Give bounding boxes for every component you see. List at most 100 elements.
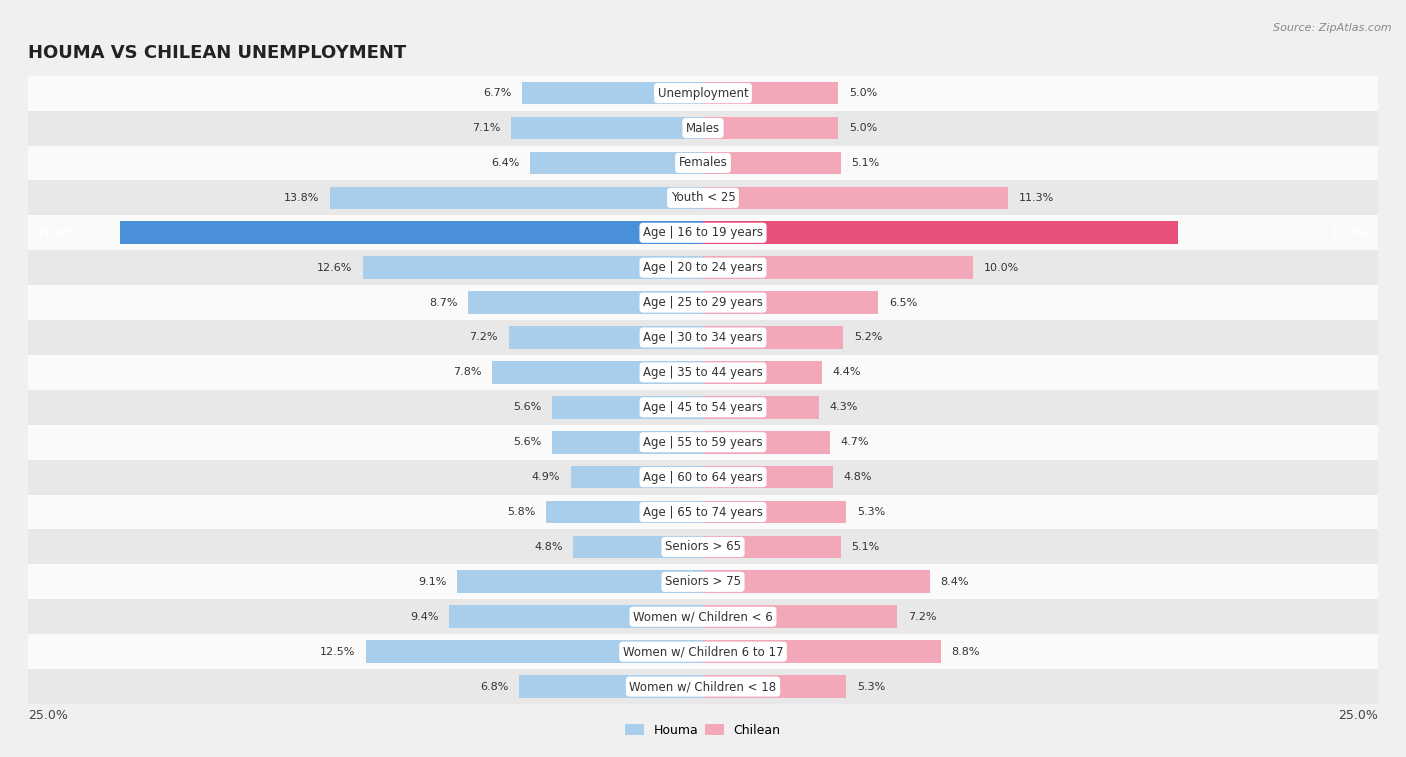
Bar <box>492 361 703 384</box>
Text: Unemployment: Unemployment <box>658 86 748 100</box>
Text: 12.6%: 12.6% <box>316 263 352 273</box>
Bar <box>703 431 830 453</box>
Text: 5.1%: 5.1% <box>852 542 880 552</box>
Bar <box>703 606 897 628</box>
Text: 5.6%: 5.6% <box>513 402 541 413</box>
Bar <box>363 257 703 279</box>
Text: 25.0%: 25.0% <box>1339 709 1378 722</box>
Text: 8.4%: 8.4% <box>941 577 969 587</box>
Bar <box>522 82 703 104</box>
Bar <box>703 82 838 104</box>
Bar <box>28 355 1378 390</box>
Text: HOUMA VS CHILEAN UNEMPLOYMENT: HOUMA VS CHILEAN UNEMPLOYMENT <box>28 44 406 62</box>
Text: 4.8%: 4.8% <box>844 472 872 482</box>
Text: Seniors > 65: Seniors > 65 <box>665 540 741 553</box>
Text: 4.7%: 4.7% <box>841 438 869 447</box>
Text: 4.8%: 4.8% <box>534 542 562 552</box>
Text: Age | 30 to 34 years: Age | 30 to 34 years <box>643 331 763 344</box>
Bar <box>28 459 1378 494</box>
Text: Women w/ Children 6 to 17: Women w/ Children 6 to 17 <box>623 645 783 658</box>
Bar <box>457 571 703 593</box>
Text: 25.0%: 25.0% <box>28 709 67 722</box>
Bar <box>28 215 1378 251</box>
Text: 5.1%: 5.1% <box>852 158 880 168</box>
Text: 4.3%: 4.3% <box>830 402 858 413</box>
Bar <box>28 145 1378 180</box>
Text: Youth < 25: Youth < 25 <box>671 192 735 204</box>
Bar <box>28 180 1378 215</box>
Bar <box>703 396 820 419</box>
Text: 9.4%: 9.4% <box>411 612 439 621</box>
Text: 5.8%: 5.8% <box>508 507 536 517</box>
Bar <box>551 431 703 453</box>
Bar <box>703 151 841 174</box>
Text: 6.8%: 6.8% <box>481 681 509 692</box>
Text: 6.4%: 6.4% <box>491 158 519 168</box>
Bar <box>703 257 973 279</box>
Text: Males: Males <box>686 122 720 135</box>
Bar <box>28 76 1378 111</box>
Bar <box>571 466 703 488</box>
Text: Age | 25 to 29 years: Age | 25 to 29 years <box>643 296 763 309</box>
Text: 4.4%: 4.4% <box>832 367 860 378</box>
Bar <box>703 361 821 384</box>
Text: 6.7%: 6.7% <box>482 88 512 98</box>
Text: 7.1%: 7.1% <box>472 123 501 133</box>
Text: 11.3%: 11.3% <box>1019 193 1054 203</box>
Bar <box>703 571 929 593</box>
Text: Age | 65 to 74 years: Age | 65 to 74 years <box>643 506 763 519</box>
Text: 8.8%: 8.8% <box>952 646 980 656</box>
Text: 10.0%: 10.0% <box>984 263 1019 273</box>
Bar <box>28 669 1378 704</box>
Text: 5.2%: 5.2% <box>855 332 883 342</box>
Bar <box>330 186 703 209</box>
Bar <box>468 291 703 314</box>
Text: 17.6%: 17.6% <box>1331 228 1369 238</box>
Text: Age | 55 to 59 years: Age | 55 to 59 years <box>643 436 763 449</box>
Bar <box>28 320 1378 355</box>
Bar <box>703 222 1178 244</box>
Bar <box>703 500 846 523</box>
Bar <box>28 111 1378 145</box>
Bar <box>703 536 841 558</box>
Text: 5.6%: 5.6% <box>513 438 541 447</box>
Text: 7.2%: 7.2% <box>470 332 498 342</box>
Bar <box>512 117 703 139</box>
Text: Age | 16 to 19 years: Age | 16 to 19 years <box>643 226 763 239</box>
Bar <box>574 536 703 558</box>
Text: 9.1%: 9.1% <box>418 577 447 587</box>
Text: Seniors > 75: Seniors > 75 <box>665 575 741 588</box>
Bar <box>530 151 703 174</box>
Bar <box>120 222 703 244</box>
Text: 21.6%: 21.6% <box>37 228 75 238</box>
Bar <box>703 466 832 488</box>
Text: 12.5%: 12.5% <box>319 646 354 656</box>
Text: 7.8%: 7.8% <box>453 367 482 378</box>
Bar <box>703 117 838 139</box>
Bar <box>703 640 941 663</box>
Text: 4.9%: 4.9% <box>531 472 560 482</box>
Legend: Houma, Chilean: Houma, Chilean <box>620 718 786 742</box>
Bar <box>28 251 1378 285</box>
Bar <box>703 326 844 349</box>
Bar <box>28 285 1378 320</box>
Bar <box>509 326 703 349</box>
Text: Women w/ Children < 18: Women w/ Children < 18 <box>630 680 776 693</box>
Text: Women w/ Children < 6: Women w/ Children < 6 <box>633 610 773 623</box>
Text: 13.8%: 13.8% <box>284 193 319 203</box>
Bar <box>28 390 1378 425</box>
Text: 5.3%: 5.3% <box>856 681 886 692</box>
Bar <box>28 565 1378 600</box>
Bar <box>28 494 1378 529</box>
Bar <box>28 600 1378 634</box>
Bar <box>28 425 1378 459</box>
Text: Age | 35 to 44 years: Age | 35 to 44 years <box>643 366 763 379</box>
Bar <box>703 675 846 698</box>
Bar <box>450 606 703 628</box>
Text: 7.2%: 7.2% <box>908 612 936 621</box>
Text: Age | 60 to 64 years: Age | 60 to 64 years <box>643 471 763 484</box>
Bar <box>366 640 703 663</box>
Bar <box>28 634 1378 669</box>
Text: Females: Females <box>679 157 727 170</box>
Text: 8.7%: 8.7% <box>429 298 457 307</box>
